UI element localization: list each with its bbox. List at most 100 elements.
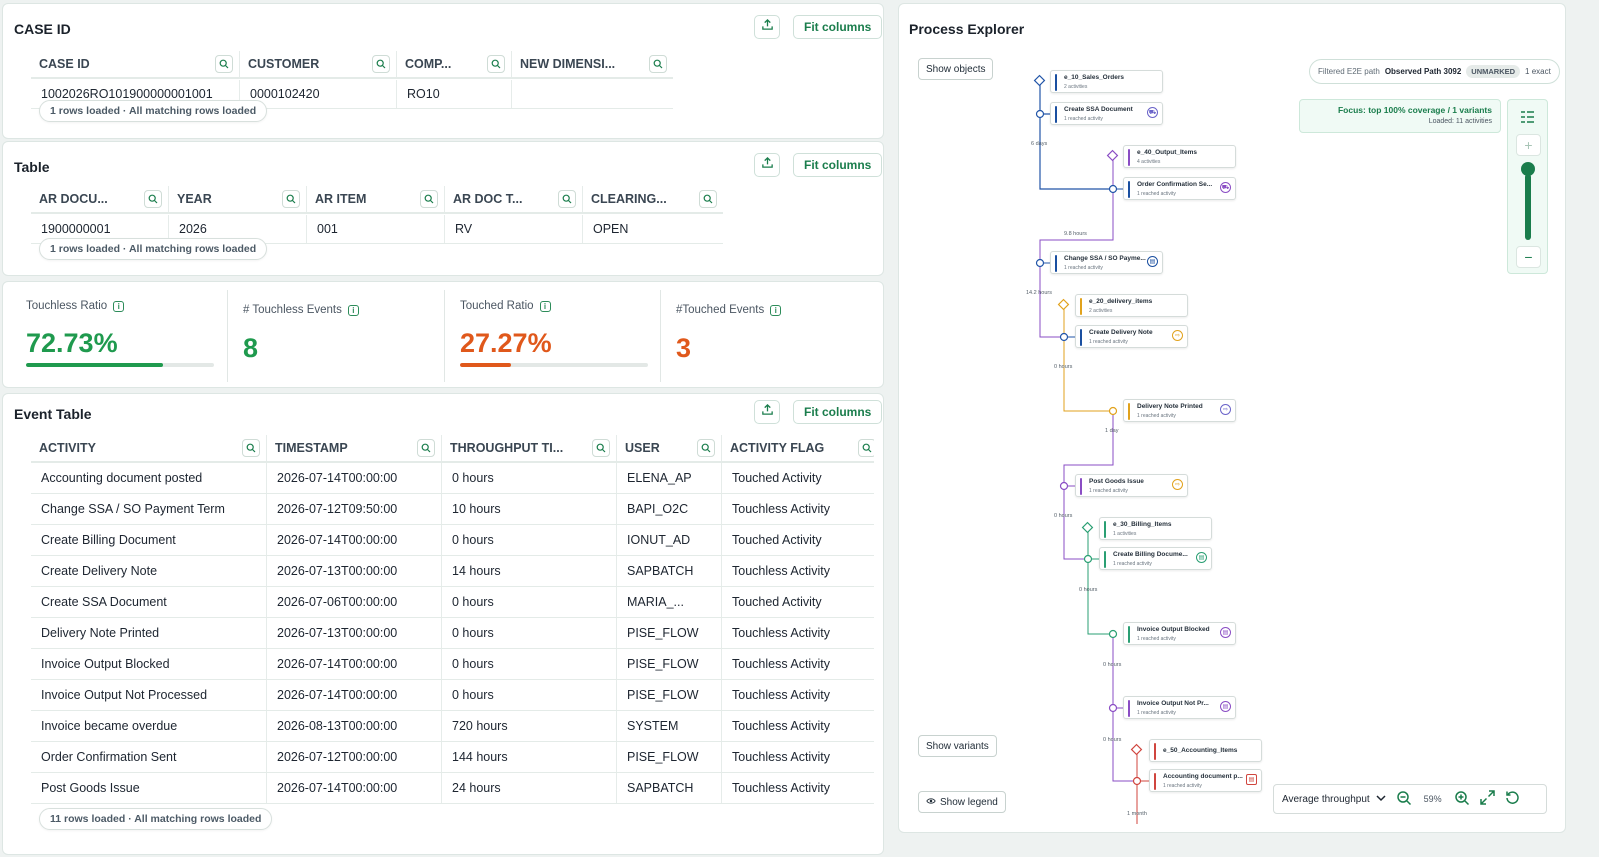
table-row[interactable]: Order Confirmation Sent 2026-07-12T00:00:… bbox=[31, 742, 874, 773]
divider bbox=[227, 290, 228, 382]
graph-node[interactable]: Create SSA Document 1 reached activity ⛟ bbox=[1050, 102, 1163, 125]
search-icon[interactable] bbox=[282, 190, 300, 208]
column-header[interactable]: ACTIVITY FLAG bbox=[722, 435, 874, 461]
path-filter-chip[interactable]: Filtered E2E path Observed Path 3092 UNM… bbox=[1309, 59, 1560, 84]
export-button[interactable] bbox=[754, 15, 780, 39]
column-header[interactable]: TIMESTAMP bbox=[267, 435, 442, 461]
graph-node[interactable]: Change SSA / SO Payme... 1 reached activi… bbox=[1050, 251, 1163, 274]
info-icon[interactable]: i bbox=[347, 304, 359, 316]
table-row[interactable]: Create SSA Document 2026-07-06T00:00:00 0 … bbox=[31, 587, 874, 618]
search-icon[interactable] bbox=[487, 55, 505, 73]
kpi-value: 27.27% bbox=[460, 328, 552, 358]
kpi-touched-ratio: Touched Ratio i 27.27% bbox=[437, 282, 662, 387]
search-icon[interactable] bbox=[417, 439, 435, 457]
reset-icon[interactable] bbox=[1505, 790, 1520, 808]
status-badge: UNMARKED bbox=[1466, 65, 1521, 78]
column-header[interactable]: THROUGHPUT TI... bbox=[442, 435, 617, 461]
table-row[interactable]: Create Billing Document 2026-07-14T00:00:… bbox=[31, 525, 874, 556]
path-name: Observed Path 3092 bbox=[1384, 67, 1462, 76]
fit-columns-button[interactable]: Fit columns bbox=[793, 15, 883, 39]
fit-columns-button[interactable]: Fit columns bbox=[793, 153, 883, 177]
column-header[interactable]: AR DOC T... bbox=[445, 186, 583, 212]
table-cell: Delivery Note Printed bbox=[31, 618, 267, 648]
column-header[interactable]: CASE ID bbox=[31, 51, 240, 77]
expand-icon[interactable] bbox=[1479, 790, 1495, 808]
column-header[interactable]: NEW DIMENSI... bbox=[512, 51, 673, 77]
fit-columns-button[interactable]: Fit columns bbox=[793, 400, 883, 424]
show-legend-button[interactable]: Show legend bbox=[918, 791, 1006, 813]
column-header[interactable]: CUSTOMER bbox=[240, 51, 397, 77]
table-row[interactable]: Invoice Output Not Processed 2026-07-14T0… bbox=[31, 680, 874, 711]
graph-node[interactable]: e_40_Output_Items 4 activities bbox=[1123, 145, 1236, 168]
graph-node[interactable]: Create Delivery Note 1 reached activity ⇨ bbox=[1075, 325, 1188, 348]
export-button[interactable] bbox=[754, 400, 780, 424]
show-variants-button[interactable]: Show variants bbox=[918, 735, 997, 757]
zoom-out-button[interactable]: − bbox=[1516, 246, 1541, 268]
table-cell: PISE_FLOW bbox=[617, 618, 722, 648]
search-icon[interactable] bbox=[649, 55, 667, 73]
column-header[interactable]: CLEARING... bbox=[583, 186, 723, 212]
table-cell: 2026-07-13T00:00:00 bbox=[267, 618, 442, 648]
graph-node[interactable]: Invoice Output Blocked 1 reached activity… bbox=[1123, 622, 1236, 645]
zoom-slider-handle[interactable] bbox=[1521, 162, 1535, 176]
search-icon[interactable] bbox=[699, 190, 717, 208]
search-icon[interactable] bbox=[558, 190, 576, 208]
search-icon[interactable] bbox=[144, 190, 162, 208]
table-row[interactable]: Invoice became overdue 2026-08-13T00:00:0… bbox=[31, 711, 874, 742]
zoom-out-icon[interactable] bbox=[1396, 790, 1412, 809]
search-icon[interactable] bbox=[697, 439, 715, 457]
focus-box[interactable]: Focus: top 100% coverage / 1 variants Lo… bbox=[1299, 99, 1501, 133]
table-row[interactable]: Post Goods Issue 2026-07-14T00:00:00 24 ho… bbox=[31, 773, 874, 804]
table-row[interactable]: Delivery Note Printed 2026-07-13T00:00:00… bbox=[31, 618, 874, 649]
table-cell: BAPI_O2C bbox=[617, 494, 722, 524]
column-header[interactable]: COMP... bbox=[397, 51, 512, 77]
search-icon[interactable] bbox=[242, 439, 260, 457]
table-cell: Invoice became overdue bbox=[31, 711, 267, 741]
progress-bar bbox=[460, 363, 648, 367]
table-cell: PISE_FLOW bbox=[617, 742, 722, 772]
info-icon[interactable]: i bbox=[539, 300, 551, 312]
column-header[interactable]: AR DOCU... bbox=[31, 186, 169, 212]
search-icon[interactable] bbox=[215, 55, 233, 73]
eye-icon bbox=[926, 797, 936, 808]
graph-node[interactable]: e_30_Billing_Items 1 activities bbox=[1099, 517, 1212, 540]
column-header[interactable]: ACTIVITY bbox=[31, 435, 267, 461]
metric-select[interactable]: Average throughput bbox=[1282, 794, 1386, 805]
graph-node[interactable]: Invoice Output Not Pr... 1 reached activi… bbox=[1123, 696, 1236, 719]
show-objects-button[interactable]: Show objects bbox=[918, 58, 994, 80]
graph-node[interactable]: e_20_delivery_items 2 activities bbox=[1075, 294, 1188, 317]
search-icon[interactable] bbox=[420, 190, 438, 208]
search-icon[interactable] bbox=[372, 55, 390, 73]
zoom-in-icon[interactable] bbox=[1454, 790, 1470, 809]
table-row[interactable]: Invoice Output Blocked 2026-07-14T00:00:0… bbox=[31, 649, 874, 680]
graph-node[interactable]: Create Billing Docume... 1 reached activi… bbox=[1099, 547, 1212, 570]
table-row[interactable]: 1002026RO101900000001001 0000102420 RO10 bbox=[31, 80, 673, 109]
column-header[interactable]: YEAR bbox=[169, 186, 307, 212]
table-cell: Touchless Activity bbox=[732, 564, 830, 578]
table-cell: 0000102420 bbox=[240, 80, 397, 108]
table-row[interactable]: Accounting document posted 2026-07-14T00:… bbox=[31, 463, 874, 494]
graph-node[interactable]: Accounting document p... 1 reached activi… bbox=[1149, 769, 1262, 792]
search-icon[interactable] bbox=[858, 439, 874, 457]
graph-node[interactable]: e_50_Accounting_Items bbox=[1149, 739, 1262, 762]
column-header[interactable]: USER bbox=[617, 435, 722, 461]
graph-node[interactable]: Order Confirmation Se... 1 reached activi… bbox=[1123, 177, 1236, 200]
export-button[interactable] bbox=[754, 153, 780, 177]
info-icon[interactable]: i bbox=[113, 300, 125, 312]
path-filter-prefix: Filtered E2E path bbox=[1318, 67, 1380, 76]
upload-icon bbox=[761, 403, 774, 421]
table-row[interactable]: Change SSA / SO Payment Term 2026-07-12T0… bbox=[31, 494, 874, 525]
graph-node[interactable]: Delivery Note Printed 1 reached activity ⇨ bbox=[1123, 399, 1236, 422]
tree-view-icon[interactable] bbox=[1520, 111, 1535, 129]
zoom-in-button[interactable]: + bbox=[1516, 134, 1541, 156]
column-header[interactable]: AR ITEM bbox=[307, 186, 445, 212]
zoom-slider-track[interactable] bbox=[1521, 162, 1535, 240]
search-icon[interactable] bbox=[592, 439, 610, 457]
table-cell: Touchless Activity bbox=[732, 626, 830, 640]
table-row[interactable]: Create Delivery Note 2026-07-13T00:00:00 1… bbox=[31, 556, 874, 587]
table-row[interactable]: 1900000001 2026 001 RV OPEN bbox=[31, 215, 723, 244]
grid-header: AR DOCU... YEAR AR ITEM AR DOC T... CLEA… bbox=[31, 186, 723, 214]
graph-node[interactable]: e_10_Sales_Orders 2 activities bbox=[1050, 70, 1163, 93]
info-icon[interactable]: i bbox=[770, 304, 782, 316]
graph-node[interactable]: Post Goods Issue 1 reached activity ⇨ bbox=[1075, 474, 1188, 497]
